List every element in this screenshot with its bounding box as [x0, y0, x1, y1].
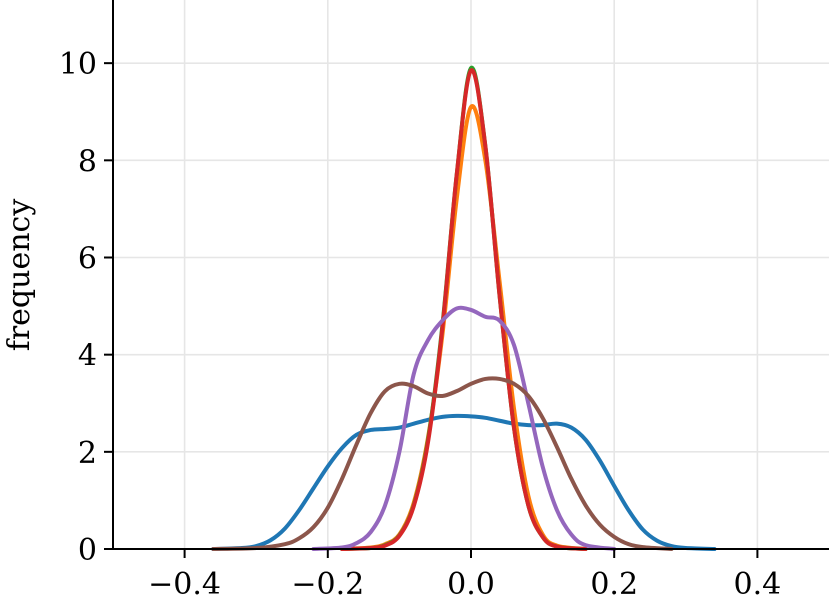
x-tick-label-4: 0.4 [734, 567, 782, 602]
series-line-4 [340, 68, 588, 551]
x-tick-label-2: 0.0 [447, 567, 495, 602]
x-axis: −0.4 −0.2 0.0 0.2 0.4 [148, 549, 781, 602]
x-tick-label-3: 0.2 [590, 567, 638, 602]
y-axis-label: frequency [2, 199, 37, 352]
y-axis: 0 2 4 6 8 10 [59, 47, 113, 568]
x-tick-label-1: −0.2 [291, 567, 364, 602]
y-tick-label-3: 6 [78, 241, 97, 276]
y-tick-label-0: 0 [78, 533, 97, 568]
grid [113, 0, 829, 550]
y-tick-label-2: 4 [78, 339, 97, 374]
series-line-1 [211, 413, 717, 551]
y-tick-label-1: 2 [78, 436, 97, 471]
x-tick-label-0: −0.4 [148, 567, 221, 602]
series-lines [211, 65, 717, 551]
y-tick-label-5: 10 [59, 47, 97, 82]
series-line-6 [211, 376, 674, 551]
series-line-5 [311, 305, 617, 551]
y-tick-label-4: 8 [78, 144, 97, 179]
